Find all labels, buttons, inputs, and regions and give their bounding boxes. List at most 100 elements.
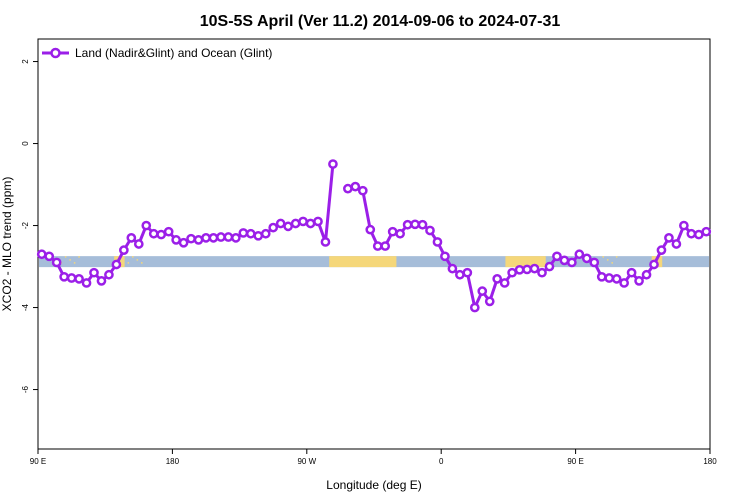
data-point	[240, 229, 247, 236]
data-point	[173, 236, 180, 243]
data-point	[180, 239, 187, 246]
x-axis-label: Longitude (deg E)	[326, 478, 421, 492]
data-point	[568, 259, 575, 266]
data-point	[367, 226, 374, 233]
data-point	[143, 222, 150, 229]
data-point	[665, 234, 672, 241]
data-point	[120, 247, 127, 254]
data-point	[46, 253, 53, 260]
data-point	[658, 247, 665, 254]
data-point	[359, 187, 366, 194]
data-point	[150, 230, 157, 237]
data-point	[494, 275, 501, 282]
x-tick-label: 0	[439, 457, 444, 466]
data-point	[202, 234, 209, 241]
data-point	[643, 271, 650, 278]
data-point	[479, 288, 486, 295]
data-point	[606, 274, 613, 281]
data-point	[158, 231, 165, 238]
x-tick-label: 90 E	[567, 457, 583, 466]
data-point	[680, 222, 687, 229]
island-speck	[611, 262, 613, 264]
data-point	[553, 253, 560, 260]
y-tick-label: -6	[21, 385, 30, 393]
x-tick-label: 180	[703, 457, 717, 466]
legend-marker-swatch	[52, 49, 60, 57]
data-point	[165, 228, 172, 235]
data-point	[68, 274, 75, 281]
data-point	[538, 269, 545, 276]
data-point	[255, 232, 262, 239]
island-speck	[78, 256, 80, 258]
data-point	[314, 218, 321, 225]
y-axis-label: XCO2 - MLO trend (ppm)	[0, 177, 14, 312]
data-point	[270, 224, 277, 231]
data-point	[411, 221, 418, 228]
data-point	[456, 271, 463, 278]
data-point	[621, 279, 628, 286]
data-point	[501, 279, 508, 286]
x-tick-label: 90 E	[30, 457, 46, 466]
data-point	[382, 242, 389, 249]
data-point	[344, 185, 351, 192]
data-point	[135, 240, 142, 247]
data-point	[561, 257, 568, 264]
data-point	[98, 277, 105, 284]
island-speck	[74, 262, 76, 264]
data-point	[419, 221, 426, 228]
island-speck	[137, 259, 139, 261]
x-tick-label: 180	[166, 457, 180, 466]
data-point	[397, 230, 404, 237]
data-point	[53, 259, 60, 266]
legend: Land (Nadir&Glint) and Ocean (Glint)	[42, 46, 272, 60]
data-point	[232, 234, 239, 241]
data-point	[61, 273, 68, 280]
data-point	[285, 223, 292, 230]
data-point	[38, 251, 45, 258]
data-point	[673, 240, 680, 247]
data-point	[695, 231, 702, 238]
data-point	[262, 230, 269, 237]
legend-label: Land (Nadir&Glint) and Ocean (Glint)	[75, 46, 272, 60]
data-point	[307, 220, 314, 227]
data-point	[128, 234, 135, 241]
data-point	[90, 269, 97, 276]
x-axis: 90 E 180 90 W 0 90 E 180	[30, 449, 717, 466]
data-point	[404, 221, 411, 228]
data-point	[105, 271, 112, 278]
data-point	[613, 275, 620, 282]
data-point	[195, 236, 202, 243]
island-speck	[132, 256, 134, 258]
data-point	[299, 218, 306, 225]
data-point	[389, 228, 396, 235]
data-point	[464, 269, 471, 276]
x-tick-label: 90 W	[297, 457, 316, 466]
data-point	[113, 261, 120, 268]
data-point	[509, 269, 516, 276]
island-speck	[602, 256, 604, 258]
data-point	[449, 265, 456, 272]
data-point	[523, 266, 530, 273]
y-axis: 20-2-4-6	[21, 59, 38, 393]
chart-title: 10S-5S April (Ver 11.2) 2014-09-06 to 20…	[200, 13, 561, 30]
data-point	[635, 277, 642, 284]
island-speck	[141, 262, 143, 264]
data-point	[210, 234, 217, 241]
y-tick-label: 0	[21, 141, 30, 146]
data-point	[486, 298, 493, 305]
data-point	[688, 230, 695, 237]
data-point	[546, 263, 553, 270]
island-speck	[607, 259, 609, 261]
data-point	[83, 279, 90, 286]
y-tick-label: 2	[21, 59, 30, 64]
data-point	[583, 255, 590, 262]
data-point	[217, 233, 224, 240]
island-speck	[65, 256, 67, 258]
island-speck	[128, 262, 130, 264]
data-point	[471, 304, 478, 311]
data-point	[374, 242, 381, 249]
land-band-segment	[329, 256, 396, 267]
surface-type-band	[39, 256, 709, 267]
data-point	[516, 266, 523, 273]
